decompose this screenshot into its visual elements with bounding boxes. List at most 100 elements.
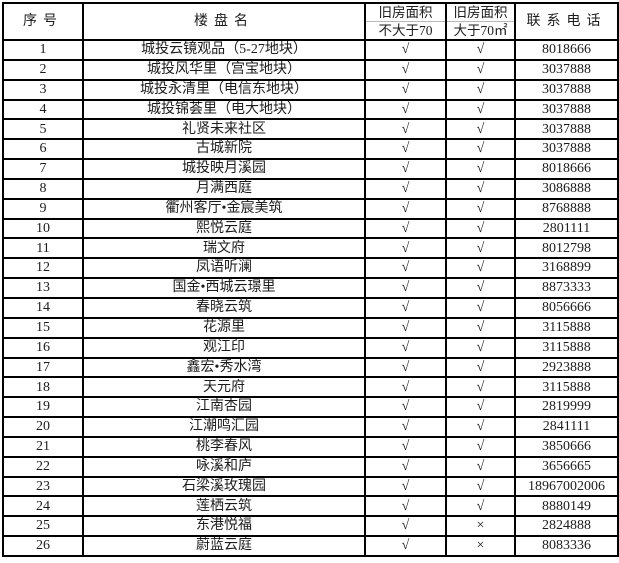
area-le70-cell: √: [364, 237, 447, 260]
property-name-cell: 蔚蓝云庭: [82, 535, 366, 557]
area-le70-cell: √: [364, 356, 447, 379]
property-name-cell: 凤语听澜: [82, 257, 366, 280]
row-index-cell: 1: [2, 39, 84, 61]
property-name-cell: 桃李春风: [82, 435, 366, 458]
row-index-cell: 18: [2, 376, 84, 399]
area-gt70-cell: √: [445, 158, 516, 180]
property-name-cell: 鑫宏•秀水湾: [82, 356, 366, 379]
table-row: 11 瑞文府 √ √ 8012798: [2, 237, 619, 260]
phone-cell: 3850666: [514, 435, 619, 458]
area-le70-cell: √: [364, 535, 447, 557]
table-row: 17 鑫宏•秀水湾 √ √ 2923888: [2, 356, 619, 379]
phone-cell: 3037888: [514, 98, 619, 121]
header-area-gt70-line1: 旧房面积: [453, 5, 508, 20]
phone-cell: 8768888: [514, 197, 619, 220]
area-le70-cell: √: [364, 435, 447, 458]
table-row: 20 江潮鸣汇园 √ √ 2841111: [2, 416, 619, 438]
table-row: 2 城投风华里（宫宝地块） √ √ 3037888: [2, 58, 619, 81]
area-gt70-cell: ×: [445, 535, 516, 557]
row-index-cell: 25: [2, 515, 84, 538]
phone-cell: 2819999: [514, 396, 619, 419]
row-index-cell: 2: [2, 58, 84, 81]
area-gt70-cell: √: [445, 118, 516, 141]
row-index-cell: 23: [2, 475, 84, 498]
property-name-cell: 国金•西城云璟里: [82, 277, 366, 299]
area-le70-cell: √: [364, 98, 447, 121]
row-index-cell: 16: [2, 336, 84, 359]
phone-cell: 3656665: [514, 455, 619, 478]
phone-cell: 2841111: [514, 416, 619, 438]
property-name-cell: 观江印: [82, 336, 366, 359]
area-le70-cell: √: [364, 158, 447, 180]
property-name-cell: 春晓云筑: [82, 296, 366, 319]
phone-cell: 3086888: [514, 177, 619, 200]
table-row: 16 观江印 √ √ 3115888: [2, 336, 619, 359]
area-gt70-cell: √: [445, 138, 516, 161]
area-gt70-cell: √: [445, 455, 516, 478]
row-index-cell: 6: [2, 138, 84, 161]
table-row: 25 东港悦福 √ × 2824888: [2, 515, 619, 538]
property-name-cell: 礼贤未来社区: [82, 118, 366, 141]
area-le70-cell: √: [364, 257, 447, 280]
area-le70-cell: √: [364, 515, 447, 538]
row-index-cell: 19: [2, 396, 84, 419]
table-body: 1 城投云镜观品（5-27地块） √ √ 8018666 2 城投风华里（宫宝地…: [2, 39, 619, 557]
table-row: 22 咏溪和庐 √ √ 3656665: [2, 455, 619, 478]
phone-cell: 8880149: [514, 495, 619, 518]
area-gt70-cell: √: [445, 396, 516, 419]
phone-cell: 18967002006: [514, 475, 619, 498]
area-gt70-cell: ×: [445, 515, 516, 538]
area-le70-cell: √: [364, 336, 447, 359]
area-gt70-cell: √: [445, 296, 516, 319]
property-name-cell: 熙悦云庭: [82, 217, 366, 240]
table-row: 26 蔚蓝云庭 √ × 8083336: [2, 535, 619, 557]
property-name-cell: 古城新院: [82, 138, 366, 161]
area-gt70-cell: √: [445, 177, 516, 200]
table-row: 9 衢州客厅•金宸美筑 √ √ 8768888: [2, 197, 619, 220]
header-property-name: 楼盘名: [82, 2, 366, 41]
table-row: 15 花源里 √ √ 3115888: [2, 316, 619, 339]
row-index-cell: 22: [2, 455, 84, 478]
phone-cell: 3115888: [514, 316, 619, 339]
area-le70-cell: √: [364, 416, 447, 438]
table-row: 5 礼贤未来社区 √ √ 3037888: [2, 118, 619, 141]
property-name-cell: 城投云镜观品（5-27地块）: [82, 39, 366, 61]
property-name-cell: 城投风华里（宫宝地块）: [82, 58, 366, 81]
row-index-cell: 24: [2, 495, 84, 518]
row-index-cell: 10: [2, 217, 84, 240]
area-le70-cell: √: [364, 495, 447, 518]
phone-cell: 3037888: [514, 118, 619, 141]
property-name-cell: 天元府: [82, 376, 366, 399]
row-index-cell: 26: [2, 535, 84, 557]
area-le70-cell: √: [364, 118, 447, 141]
row-index-cell: 14: [2, 296, 84, 319]
header-row: 序号 楼盘名 旧房面积 不大于70 旧房面积 大于70㎡ 联系电话: [2, 2, 619, 41]
table-row: 1 城投云镜观品（5-27地块） √ √ 8018666: [2, 39, 619, 61]
header-area-gt70: 旧房面积 大于70㎡: [445, 2, 516, 41]
table-header: 序号 楼盘名 旧房面积 不大于70 旧房面积 大于70㎡ 联系电话: [2, 2, 619, 41]
property-name-cell: 石梁溪玫瑰园: [82, 475, 366, 498]
row-index-cell: 8: [2, 177, 84, 200]
area-gt70-cell: √: [445, 376, 516, 399]
phone-cell: 8012798: [514, 237, 619, 260]
row-index-cell: 13: [2, 277, 84, 299]
table-row: 14 春晓云筑 √ √ 8056666: [2, 296, 619, 319]
table-row: 6 古城新院 √ √ 3037888: [2, 138, 619, 161]
area-gt70-cell: √: [445, 197, 516, 220]
area-gt70-cell: √: [445, 39, 516, 61]
area-gt70-cell: √: [445, 316, 516, 339]
area-gt70-cell: √: [445, 237, 516, 260]
area-le70-cell: √: [364, 177, 447, 200]
area-le70-cell: √: [364, 396, 447, 419]
table-row: 7 城投映月溪园 √ √ 8018666: [2, 158, 619, 180]
area-gt70-cell: √: [445, 98, 516, 121]
phone-cell: 3037888: [514, 58, 619, 81]
property-name-cell: 江潮鸣汇园: [82, 416, 366, 438]
table-row: 21 桃李春风 √ √ 3850666: [2, 435, 619, 458]
phone-cell: 8083336: [514, 535, 619, 557]
row-index-cell: 5: [2, 118, 84, 141]
phone-cell: 2824888: [514, 515, 619, 538]
phone-cell: 3168899: [514, 257, 619, 280]
area-le70-cell: √: [364, 39, 447, 61]
property-name-cell: 莲栖云筑: [82, 495, 366, 518]
